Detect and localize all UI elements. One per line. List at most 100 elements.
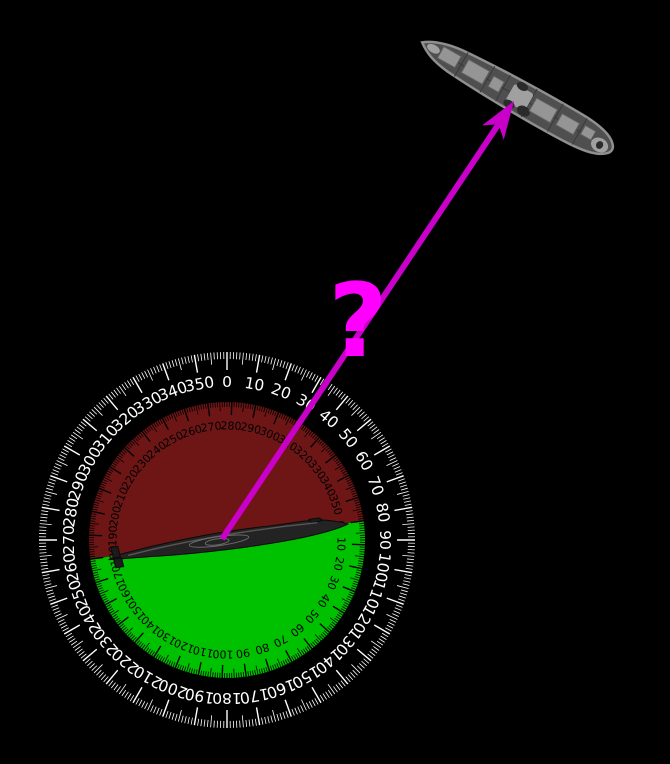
tick-mark bbox=[138, 373, 143, 381]
tick-mark bbox=[376, 434, 384, 440]
tick-mark bbox=[340, 468, 346, 472]
tick-mark bbox=[355, 506, 361, 509]
tick-mark bbox=[144, 370, 149, 378]
tick-mark bbox=[147, 699, 153, 711]
degree-label: 260 bbox=[180, 422, 204, 441]
tick-mark bbox=[102, 597, 108, 601]
tick-mark bbox=[388, 454, 395, 459]
tick-mark bbox=[297, 366, 301, 374]
degree-label: 280 bbox=[220, 419, 241, 433]
tick-mark bbox=[285, 711, 289, 718]
tick-mark bbox=[291, 656, 295, 661]
tick-mark bbox=[306, 645, 311, 651]
tick-mark bbox=[353, 580, 359, 584]
tick-mark bbox=[187, 716, 190, 724]
tick-mark bbox=[381, 442, 389, 448]
tick-mark bbox=[394, 607, 402, 611]
degree-label: 10 bbox=[243, 374, 266, 395]
tick-mark bbox=[98, 490, 103, 493]
tick-mark bbox=[386, 614, 398, 620]
tick-mark bbox=[351, 587, 356, 590]
tick-mark bbox=[341, 606, 347, 610]
tick-mark bbox=[310, 432, 315, 437]
tick-mark bbox=[184, 356, 187, 364]
tick-mark bbox=[39, 558, 48, 561]
tick-mark bbox=[327, 683, 336, 695]
tick-mark bbox=[55, 463, 62, 467]
tick-mark bbox=[345, 485, 355, 490]
tick-mark bbox=[100, 483, 106, 487]
tick-mark bbox=[103, 676, 109, 683]
tick-mark bbox=[122, 626, 127, 631]
tick-mark bbox=[89, 553, 95, 555]
degree-label: 110 bbox=[192, 643, 215, 660]
tick-mark bbox=[330, 623, 335, 628]
tick-mark bbox=[398, 478, 405, 482]
tick-mark bbox=[59, 454, 66, 459]
tick-mark bbox=[91, 409, 98, 415]
tick-mark bbox=[315, 638, 320, 643]
tick-mark bbox=[340, 680, 346, 687]
tick-mark bbox=[341, 470, 347, 474]
tick-mark bbox=[282, 361, 286, 368]
tick-mark bbox=[265, 667, 268, 673]
tick-mark bbox=[184, 716, 187, 724]
tick-mark bbox=[95, 496, 101, 500]
degree-label: 80 bbox=[254, 640, 271, 657]
question-mark: ? bbox=[328, 262, 387, 381]
tick-mark bbox=[121, 689, 127, 697]
tick-mark bbox=[55, 613, 62, 617]
tick-mark bbox=[347, 674, 354, 680]
tick-mark bbox=[93, 503, 99, 506]
tick-mark bbox=[190, 717, 193, 725]
tick-mark bbox=[302, 648, 307, 654]
tick-mark bbox=[101, 481, 107, 485]
ship-bow-structure bbox=[427, 43, 440, 54]
tick-mark bbox=[151, 424, 158, 433]
tick-mark bbox=[65, 632, 73, 638]
tick-mark bbox=[98, 589, 104, 593]
submarine bbox=[108, 517, 350, 569]
tick-mark bbox=[197, 404, 200, 410]
tick-mark bbox=[314, 698, 319, 705]
tick-mark bbox=[345, 676, 351, 683]
tick-mark bbox=[105, 669, 119, 685]
tick-mark bbox=[299, 424, 303, 429]
tick-mark bbox=[351, 585, 357, 588]
tick-mark bbox=[261, 717, 264, 725]
tick-mark bbox=[91, 562, 97, 565]
tick-mark bbox=[348, 483, 354, 487]
tick-mark bbox=[135, 375, 140, 382]
tick-mark bbox=[356, 648, 372, 662]
tick-mark bbox=[351, 492, 357, 495]
tick-mark bbox=[70, 434, 78, 440]
tick-mark bbox=[129, 442, 134, 447]
submarine-hatch-outline bbox=[204, 537, 230, 546]
tick-mark bbox=[188, 667, 191, 673]
tick-mark bbox=[304, 428, 309, 433]
tick-mark bbox=[319, 635, 324, 640]
tick-mark bbox=[406, 516, 414, 519]
tick-mark bbox=[386, 475, 404, 483]
tick-mark bbox=[327, 385, 336, 397]
tick-mark bbox=[59, 621, 66, 626]
tick-mark bbox=[150, 368, 154, 375]
tick-mark bbox=[342, 586, 356, 593]
tick-mark bbox=[137, 434, 142, 439]
tick-mark bbox=[272, 358, 277, 371]
tick-mark bbox=[276, 713, 280, 721]
tick-mark bbox=[43, 577, 51, 580]
tick-mark bbox=[287, 658, 291, 664]
tick-mark bbox=[98, 587, 103, 590]
tick-mark bbox=[209, 667, 212, 678]
degree-label: 190 bbox=[183, 684, 215, 707]
tick-mark bbox=[206, 719, 209, 728]
tick-mark bbox=[356, 409, 363, 415]
tick-mark bbox=[123, 447, 135, 457]
tick-mark bbox=[156, 707, 160, 715]
tick-mark bbox=[153, 366, 157, 374]
tick-mark bbox=[108, 608, 114, 612]
tick-mark bbox=[272, 664, 275, 670]
ship-funnel bbox=[595, 141, 604, 149]
